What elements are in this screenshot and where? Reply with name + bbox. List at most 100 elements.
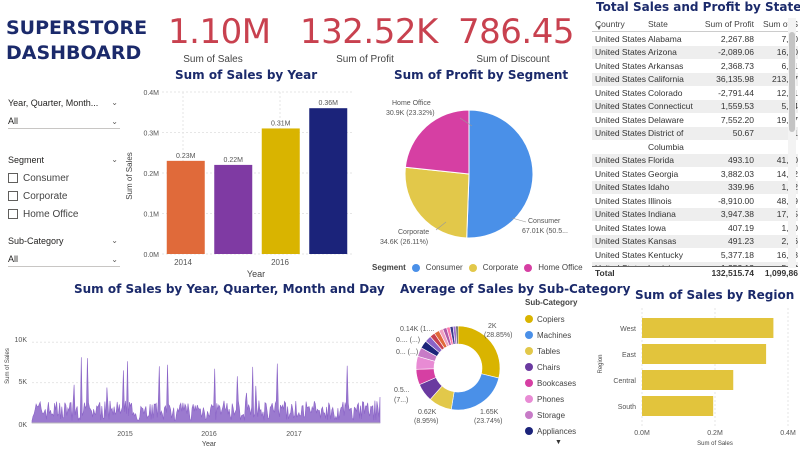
legend-consumer[interactable]: Consumer (425, 263, 463, 272)
sales-by-year-xlabel: Year (247, 269, 265, 279)
cell-state: Kansas (648, 236, 677, 247)
sort-down-icon[interactable]: ▼ (596, 26, 602, 32)
donut-slice-machines[interactable] (450, 373, 500, 411)
pie-leader-line (511, 217, 527, 223)
x-tick-label: 2015 (117, 431, 133, 438)
cell-state: Arizona (648, 47, 677, 58)
chevron-down-icon: ⌄ (111, 98, 118, 107)
donut-label: (7...) (394, 397, 408, 404)
cell-state: Georgia (648, 168, 679, 179)
bar-central[interactable] (642, 370, 734, 390)
col-header-sales[interactable]: Sum of S (763, 19, 798, 29)
subcat-legend-item[interactable]: Copiers (525, 311, 591, 327)
checkbox-icon[interactable] (8, 209, 18, 219)
cell-profit: 1,559.53 (720, 101, 754, 112)
segment-option-label: Consumer (23, 172, 70, 184)
subcategory-slicer-header[interactable]: Sub-Category ⌄ (8, 233, 120, 248)
segment-slicer-title: Segment (8, 154, 45, 165)
cell-state: Illinois (648, 195, 672, 206)
cell-sales: 17,75 (758, 209, 798, 219)
date-slicer-dropdown[interactable]: All ⌄ (8, 114, 120, 129)
donut-slice-other9[interactable] (455, 325, 459, 345)
checkbox-icon[interactable] (8, 191, 18, 201)
legend-dot-corporate (468, 263, 477, 272)
subcat-legend-item[interactable]: Phones (525, 391, 591, 407)
table-scrollbar[interactable] (788, 18, 796, 268)
pie-leader-line (459, 117, 473, 127)
segment-slicer: Segment ⌄ Consumer Corporate Home Office (8, 152, 120, 223)
table-row[interactable]: Columbia (592, 140, 798, 154)
table-scrollbar-thumb[interactable] (789, 32, 795, 132)
legend-corporate[interactable]: Corporate (482, 263, 519, 272)
total-sales: 1,099,86 (764, 268, 798, 278)
cell-profit: 5,377.18 (720, 249, 754, 260)
subcategory-slicer-title: Sub-Category (8, 235, 64, 246)
cell-state: Arkansas (648, 60, 684, 71)
y-tick-label: 0K (18, 422, 27, 429)
cell-country: United States (595, 74, 647, 85)
subcat-legend-item[interactable]: Chairs (525, 359, 591, 375)
bar-east[interactable] (642, 344, 767, 364)
pie-slice-corporate[interactable] (404, 166, 470, 239)
dashboard-title: SUPERSTORE DASHBOARD (6, 16, 147, 66)
col-header-country[interactable]: Country (595, 19, 625, 29)
pie-slice-consumer[interactable] (466, 109, 534, 239)
cell-sales: 48,69 (758, 196, 798, 206)
cell-profit: -8,910.00 (718, 195, 754, 206)
segment-option-home-office[interactable]: Home Office (8, 205, 120, 223)
dashboard-title-line2: DASHBOARD (6, 42, 142, 64)
bar-2015[interactable] (214, 164, 253, 254)
subcat-legend-title: Sub-Category (525, 298, 578, 307)
segment-slicer-header[interactable]: Segment ⌄ (8, 152, 120, 167)
legend-scroll-down-icon[interactable]: ▼ (555, 439, 562, 446)
bar-2017[interactable] (309, 108, 348, 254)
bar-2016[interactable] (261, 128, 300, 254)
pie-slice-home-office[interactable] (404, 109, 470, 175)
legend-label: Chairs (537, 362, 561, 372)
col-header-profit[interactable]: Sum of Profit (704, 19, 754, 29)
cell-state: District of (648, 128, 684, 139)
subcat-legend-item[interactable]: Tables (525, 343, 591, 359)
sales-area-series[interactable] (31, 357, 381, 424)
legend-dot (525, 347, 533, 355)
col-header-state[interactable]: State (648, 19, 668, 29)
bar-south[interactable] (642, 396, 714, 416)
cell-profit: 3,882.03 (720, 168, 754, 179)
cell-country: United States (595, 182, 647, 193)
cell-profit: 2,368.73 (720, 60, 754, 71)
state-table-header: Country State Sum of Profit Sum of S (592, 16, 798, 32)
subcat-legend-item[interactable]: Bookcases (525, 375, 591, 391)
bar-west[interactable] (642, 318, 774, 338)
segment-option-consumer[interactable]: Consumer (8, 169, 120, 187)
subcat-legend-item[interactable]: Storage (525, 407, 591, 423)
checkbox-icon[interactable] (8, 173, 18, 183)
subcat-legend-item[interactable]: Machines (525, 327, 591, 343)
cell-state: Columbia (648, 141, 684, 152)
bar-2014[interactable] (166, 160, 205, 254)
table-row[interactable]: United States California 36,135.98 213,27 (592, 72, 798, 86)
date-slicer-header[interactable]: Year, Quarter, Month... ⌄ (8, 95, 120, 110)
segment-option-corporate[interactable]: Corporate (8, 187, 120, 205)
subcategory-slicer-dropdown[interactable]: All ⌄ (8, 252, 120, 267)
y-tick-label: 0.1M (143, 212, 159, 219)
cell-sales: 14,02 (758, 169, 798, 179)
legend-home-office[interactable]: Home Office (538, 263, 583, 272)
segment-legend: Segment Consumer Corporate Home Office (372, 263, 583, 272)
cell-country: United States (595, 33, 647, 44)
subcat-legend-item[interactable]: Appliances (525, 423, 591, 439)
